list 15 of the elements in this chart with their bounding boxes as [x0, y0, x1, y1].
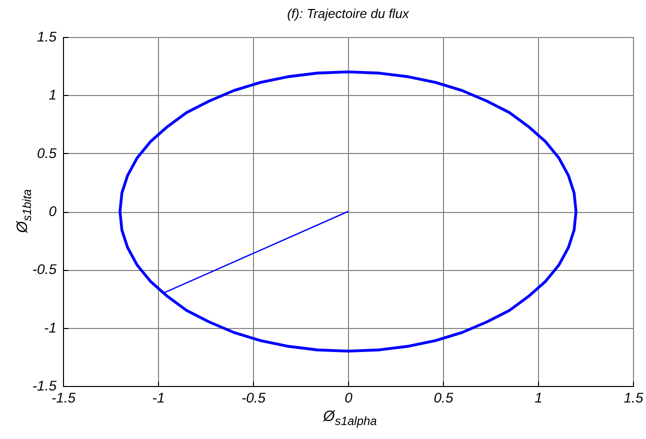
x-axis-title: Ø$_{s1alpha}$ [323, 408, 377, 428]
x-tick-label: -0.5 [241, 390, 266, 406]
y-tick-label: 1.5 [37, 28, 57, 44]
y-tick-label: -0.5 [32, 261, 57, 278]
y-tick-label: -1 [44, 319, 56, 336]
x-tick-label: -1 [152, 390, 165, 406]
x-tick-label: 1.5 [624, 390, 644, 406]
x-tick-label: 1 [534, 390, 542, 406]
y-tick-label: -1.5 [32, 378, 57, 394]
x-tick-label: 0.5 [434, 390, 454, 406]
y-tick-label: 1 [48, 86, 56, 103]
chart-title: (f): Trajectoire du flux [287, 6, 410, 21]
x-tick-label: 0 [344, 390, 353, 406]
y-tick-label: 0 [48, 203, 57, 219]
y-tick-label: 0.5 [37, 144, 57, 161]
